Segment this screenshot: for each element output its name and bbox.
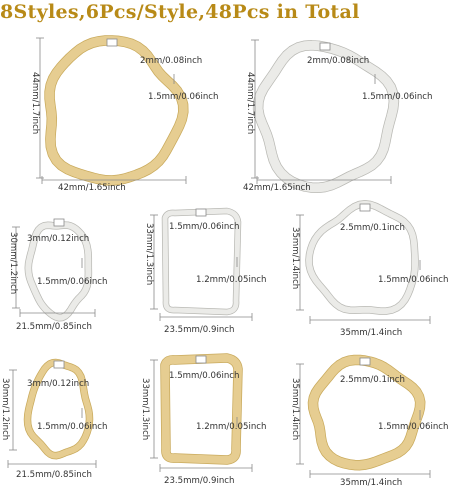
hole-marker xyxy=(195,208,207,217)
frame-rectangle xyxy=(161,354,242,464)
hole-size-label: 1.5mm/0.06inch xyxy=(169,371,240,381)
height-measure-line xyxy=(296,363,304,465)
product-item-7: 1.5mm/0.06inch 1.2mm/0.05inch 23.5mm/0.9in… xyxy=(140,350,290,488)
frame-ring-large xyxy=(253,40,399,193)
thickness-label: 1.5mm/0.06inch xyxy=(362,92,433,102)
width-label: 35mm/1.4inch xyxy=(340,478,403,488)
hole-size-label: 2mm/0.08inch xyxy=(140,56,203,66)
width-label: 35mm/1.4inch xyxy=(340,328,403,338)
item-diagram xyxy=(296,354,431,478)
product-item-5: 2.5mm/0.1inch 1.5mm/0.06inch 35mm/1.4inch 3… xyxy=(290,200,452,343)
hole-size-label: 2.5mm/0.1inch xyxy=(340,375,405,385)
width-measure-line xyxy=(309,470,431,478)
height-label: 33mm/1.3inch xyxy=(144,223,154,286)
item-diagram xyxy=(251,39,400,194)
hole-marker xyxy=(53,360,65,369)
hole-size-label: 3mm/0.12inch xyxy=(27,379,90,389)
product-item-2: 2mm/0.08inch 1.5mm/0.06inch 42mm/1.65inch 4… xyxy=(225,28,452,198)
height-label: 30mm/1.2inch xyxy=(0,378,10,441)
hole-size-label: 1.5mm/0.06inch xyxy=(169,222,240,232)
width-label: 42mm/1.65inch xyxy=(58,183,126,193)
frame-ring xyxy=(306,200,418,315)
height-measure-line xyxy=(12,226,20,309)
width-label: 42mm/1.65inch xyxy=(243,183,311,193)
frame-ring xyxy=(308,355,425,470)
hole-size-label: 2.5mm/0.1inch xyxy=(340,223,405,233)
width-measure-line xyxy=(7,460,97,468)
hole-marker xyxy=(106,38,118,47)
width-measure-line xyxy=(19,309,96,317)
hole-marker xyxy=(359,357,371,366)
width-measure-line xyxy=(159,464,253,472)
thickness-label: 1.5mm/0.06inch xyxy=(148,92,219,102)
thickness-label: 1.2mm/0.05inch xyxy=(196,422,267,432)
frame-oval xyxy=(24,359,93,459)
frame-oval xyxy=(25,222,92,321)
height-label: 33mm/1.3inch xyxy=(140,378,150,441)
height-measure-line xyxy=(36,37,44,179)
height-label: 44mm/1.7inch xyxy=(245,72,255,135)
product-item-6: 3mm/0.12inch 1.5mm/0.06inch 21.5mm/0.85inc… xyxy=(0,350,120,488)
hole-size-label: 3mm/0.12inch xyxy=(27,234,90,244)
thickness-label: 1.5mm/0.06inch xyxy=(37,422,108,432)
item-diagram xyxy=(150,207,253,321)
height-label: 44mm/1.7inch xyxy=(30,72,40,135)
height-measure-line xyxy=(9,369,17,451)
thickness-label: 1.5mm/0.06inch xyxy=(378,422,449,432)
hole-marker xyxy=(319,42,331,51)
height-measure-line xyxy=(296,214,304,311)
height-label: 30mm/1.2inch xyxy=(8,232,18,295)
height-label: 35mm/1.4inch xyxy=(290,227,300,290)
width-measure-line xyxy=(159,313,253,321)
item-diagram xyxy=(150,353,253,472)
item-diagram xyxy=(12,218,96,322)
product-item-8: 2.5mm/0.1inch 1.5mm/0.06inch 35mm/1.4inch 3… xyxy=(290,350,452,488)
item-diagram xyxy=(7,358,97,468)
page-title: 8Styles,6Pcs/Style,48Pcs in Total xyxy=(0,1,360,23)
hole-size-label: 2mm/0.08inch xyxy=(307,56,370,66)
thickness-label: 1.5mm/0.06inch xyxy=(378,275,449,285)
height-label: 35mm/1.4inch xyxy=(290,378,300,441)
frame-ring-large xyxy=(45,36,188,185)
width-label: 21.5mm/0.85inch xyxy=(16,470,92,480)
thickness-label: 1.5mm/0.06inch xyxy=(37,277,108,287)
width-measure-line xyxy=(309,316,431,324)
width-label: 23.5mm/0.9inch xyxy=(164,476,235,486)
width-measure-line xyxy=(256,176,392,184)
hole-marker xyxy=(195,355,207,364)
width-label: 23.5mm/0.9inch xyxy=(164,325,235,335)
hole-marker xyxy=(359,203,371,212)
product-item-3: 3mm/0.12inch 1.5mm/0.06inch 21.5mm/0.85inc… xyxy=(0,205,120,343)
item-diagram xyxy=(296,200,431,324)
product-item-1: 2mm/0.08inch 1.5mm/0.06inch 42mm/1.65inch 4… xyxy=(0,28,225,198)
height-measure-line xyxy=(150,359,158,459)
height-measure-line xyxy=(150,214,158,310)
product-item-4: 1.5mm/0.06inch 1.2mm/0.05inch 23.5mm/0.9in… xyxy=(140,205,290,343)
width-measure-line xyxy=(41,176,187,184)
thickness-label: 1.2mm/0.05inch xyxy=(196,275,267,285)
hole-marker xyxy=(53,218,65,227)
height-measure-line xyxy=(251,39,259,179)
item-diagram xyxy=(36,35,189,186)
width-label: 21.5mm/0.85inch xyxy=(16,322,92,332)
frame-rectangle xyxy=(162,208,241,315)
